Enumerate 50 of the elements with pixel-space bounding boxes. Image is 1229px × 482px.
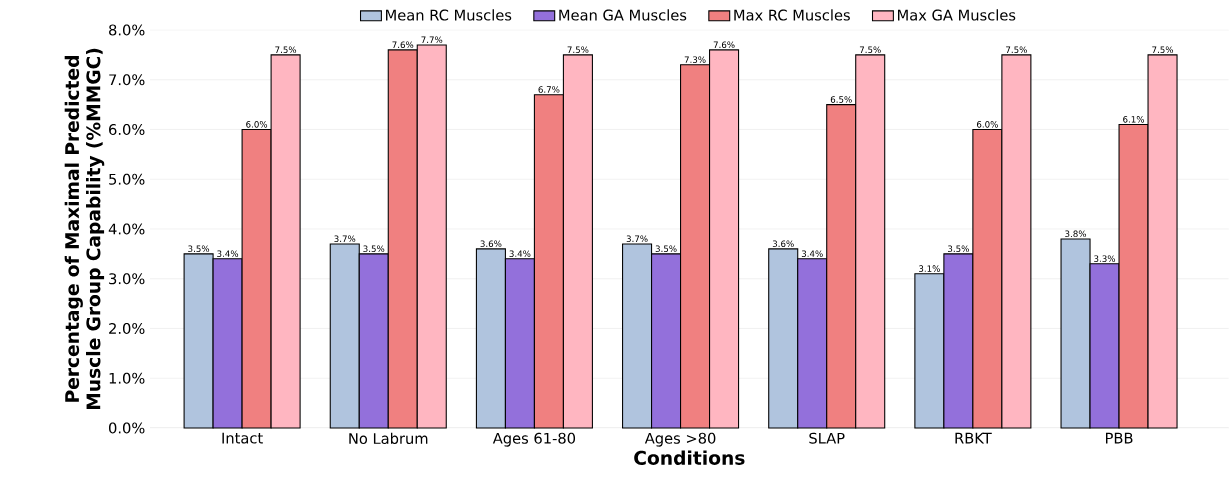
x-tick-label: PBB [1106,432,1133,444]
data-label: 6.0% [246,121,268,128]
data-label: 3.5% [655,245,677,252]
data-label: 7.6% [392,41,414,49]
data-label: 3.5% [188,245,210,252]
x-tick-label: No Labrum [349,432,428,445]
data-label: 3.5% [363,245,385,252]
legend-label: Max RC Muscles [734,9,850,21]
data-label: 3.6% [480,240,502,248]
data-label: 7.6% [713,41,735,49]
x-axis-title: Conditions [634,450,745,465]
x-tick-label: Intact [222,432,263,444]
y-tick-label: 2.0% [109,322,145,335]
data-label: 7.5% [567,46,589,54]
legend-label: Mean GA Muscles [559,9,687,21]
y-tick-label: 0.0% [109,422,145,434]
y-tick-label: 7.0% [109,74,145,86]
data-label: 3.1% [919,265,940,272]
data-label: 3.5% [948,245,969,252]
data-label: 3.7% [626,235,648,243]
data-label: 7.3% [684,56,706,63]
y-tick-label: 3.0% [109,273,145,285]
data-label: 6.7% [538,86,560,93]
x-tick-label: RBKT [955,432,992,444]
data-label: 6.1% [1123,116,1145,123]
data-label: 3.3% [1094,255,1116,262]
data-label: 3.4% [801,250,823,257]
data-label: 6.0% [976,121,998,128]
y-tick-label: 8.0% [109,24,145,36]
data-label: 7.5% [859,46,881,54]
y-tick-label: 5.0% [109,173,145,185]
data-label: 7.5% [275,46,297,54]
data-label: 3.4% [217,250,239,257]
y-tick-label: 6.0% [109,123,145,136]
data-label: 3.6% [772,240,794,248]
data-label: 6.5% [830,96,852,103]
x-tick-label: SLAP [809,432,845,444]
x-tick-label: Ages 61-80 [492,432,576,447]
data-label: 3.7% [334,235,356,243]
y-tick-label: 4.0% [108,223,145,235]
legend-label: Max GA Muscles [898,9,1016,21]
y-tick-label: 1.0% [109,372,145,384]
data-label: 3.4% [509,250,531,257]
data-label: 7.7% [421,36,443,44]
legend-label: Mean RC Muscles [386,9,512,21]
data-label: 7.5% [1006,46,1027,54]
data-label: 3.8% [1065,230,1087,238]
x-tick-label: Ages >80 [644,432,716,447]
y-axis-title: Percentage of Maximal Predicted Muscle Group Capability (%MMGC) [64,48,105,410]
data-label: 7.5% [1152,46,1174,54]
